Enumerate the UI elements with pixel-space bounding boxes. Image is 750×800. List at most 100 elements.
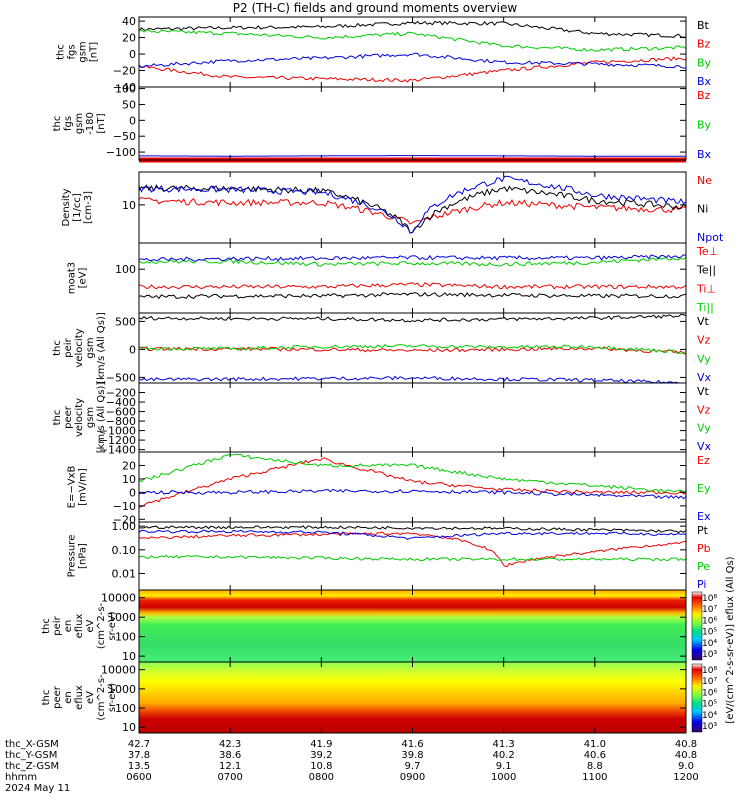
- y-axis-label-peer_en: eV: [85, 691, 96, 704]
- y-axis-label-peir_en: sr-eV): [107, 611, 118, 640]
- colorbar-peir-tick: 10⁷: [702, 605, 717, 615]
- legend-fgs2-0: Bz: [697, 89, 711, 102]
- x-row-value-2-1: 12.1: [219, 761, 241, 772]
- panel-frame-peer_v: [138, 382, 687, 453]
- y-axis-label-peir_en: peir: [52, 615, 63, 635]
- colorbar-peer: [691, 663, 703, 733]
- y-tick-label-fgs2: 50: [122, 98, 136, 111]
- y-axis-label-peir_v: [km/s (All Qs)]: [96, 312, 107, 384]
- y-tick-label-efield: 0: [129, 486, 136, 499]
- series-line-fgs-by: [138, 29, 687, 52]
- y-axis-label-peir_en: en: [63, 620, 74, 633]
- y-axis-label-fgs: [nT]: [89, 42, 100, 62]
- legend-density-2: Npot: [697, 231, 724, 244]
- y-axis-label-efield: E=−VxB: [67, 466, 78, 509]
- legend-efield-0: Ez: [697, 454, 710, 467]
- legend-peir_v-2: Vy: [697, 352, 711, 365]
- y-axis-label-temp: moat3: [67, 262, 78, 294]
- y-axis-label-pressure: [nPa]: [78, 543, 89, 569]
- x-row-value-1-0: 37.8: [128, 750, 150, 761]
- legend-density-0: Ne: [697, 174, 712, 187]
- y-axis-label-peer_v: peer: [63, 405, 74, 429]
- y-tick-label-fgs: −20: [113, 65, 136, 78]
- y-axis-label-fgs2: fgs: [63, 116, 74, 131]
- x-row-label-2: thc_Z-GSM: [5, 761, 59, 772]
- series-line-pressure-pe: [138, 554, 687, 562]
- y-axis-label-fgs: fgs: [67, 44, 78, 59]
- peir-spectrogram: [139, 590, 686, 662]
- colorbar-peer-tick: 10⁴: [702, 711, 717, 721]
- colorbar-peer-tick: 10³: [702, 722, 717, 732]
- x-row-value-3-0: 0600: [126, 772, 151, 783]
- y-tick-label-pressure: 0.01: [112, 567, 137, 580]
- y-axis-label-fgs2: -180: [85, 112, 96, 135]
- legend-peer_v-0: Vt: [697, 385, 710, 398]
- y-axis-label-peer_en: sr-eV): [107, 683, 118, 712]
- legend-fgs2-1: By: [697, 119, 712, 132]
- y-axis-label-peir_en: eflux: [74, 614, 85, 639]
- y-axis-label-density: [1/cc]: [72, 193, 83, 222]
- series-line-density-ni: [138, 184, 687, 234]
- panel-frame-fgs2: [138, 86, 687, 161]
- y-axis-label-peer_en: en: [63, 691, 74, 704]
- x-row-value-0-6: 40.8: [675, 739, 697, 750]
- y-axis-label-peir_en: eV: [85, 619, 96, 632]
- legend-temp-2: Ti⊥: [696, 282, 716, 295]
- colorbar-label: [eV/(cm^2-s-sr-eV)] eflux (All Qs): [725, 556, 736, 723]
- x-row-value-2-2: 10.8: [310, 761, 332, 772]
- colorbar-peer-tick: 10⁷: [702, 677, 717, 687]
- y-axis-label-peer_en: (cm^2-s-: [96, 674, 107, 721]
- y-tick-label-peer_v: −800: [106, 415, 136, 428]
- y-axis-label-pressure: Pressure: [67, 535, 78, 578]
- colorbar-peir-tick: 10³: [702, 650, 717, 660]
- x-row-label-0: thc_X-GSM: [5, 739, 59, 750]
- series-line-temp-tex: [138, 282, 687, 290]
- legend-temp-0: Te⊥: [696, 245, 718, 258]
- x-row-value-3-4: 1000: [491, 772, 516, 783]
- y-tick-label-fgs: 20: [122, 32, 136, 45]
- series-line-fgs-bx: [138, 52, 687, 69]
- series-line-efield-ez: [138, 457, 687, 508]
- series-line-temp-tixx: [138, 256, 687, 267]
- panel-frame-temp: [138, 242, 687, 314]
- x-row-label-1: thc_Y-GSM: [5, 750, 57, 761]
- legend-peir_v-3: Vx: [697, 371, 712, 384]
- legend-peer_v-1: Vz: [697, 403, 711, 416]
- y-tick-label-peir_en: 1000: [108, 611, 136, 624]
- legend-fgs-0: Bt: [697, 19, 710, 32]
- y-tick-label-peir_en: 100: [115, 631, 136, 644]
- legend-peir_v-0: Vt: [697, 315, 710, 328]
- y-tick-label-peer_v: −200: [106, 387, 136, 400]
- legend-peer_v-3: Vx: [697, 440, 712, 453]
- y-tick-label-efield: 20: [122, 459, 136, 472]
- colorbar-peir-tick: 10⁴: [702, 639, 717, 649]
- colorbar-peer-tick: 10⁸: [702, 666, 717, 676]
- legend-density-1: Ni: [697, 203, 708, 216]
- x-row-value-1-3: 39.8: [401, 750, 423, 761]
- legend-fgs2-2: Bx: [697, 148, 712, 161]
- y-axis-label-peer_en: eflux: [74, 685, 85, 710]
- y-axis-label-peer_v: gsm: [85, 407, 96, 428]
- x-row-value-0-1: 42.3: [219, 739, 241, 750]
- legend-fgs-2: By: [697, 56, 712, 69]
- y-tick-label-peer_v: −400: [106, 396, 136, 409]
- colorbar-peir-tick: 10⁸: [702, 594, 717, 604]
- series-line-density-ne: [138, 196, 687, 225]
- x-row-value-3-1: 0700: [217, 772, 242, 783]
- legend-pressure-3: Pi: [697, 578, 706, 591]
- legend-peir_v-1: Vz: [697, 334, 711, 347]
- y-tick-label-fgs: −40: [113, 81, 136, 94]
- y-tick-label-peir_en: 10000: [101, 592, 136, 605]
- y-tick-label-density: 10: [122, 199, 136, 212]
- series-line-efield-ey: [138, 453, 687, 493]
- x-row-value-1-6: 40.8: [675, 750, 697, 761]
- legend-efield-1: Ey: [697, 482, 711, 495]
- series-line-peir_v-vy: [138, 343, 687, 354]
- y-axis-label-peer_v: [km/s (All Qs)]: [96, 382, 107, 454]
- y-axis-label-peir_v: peir: [63, 337, 74, 357]
- y-axis-label-peir_v: velocity: [74, 328, 85, 367]
- x-row-value-2-0: 13.5: [128, 761, 150, 772]
- y-tick-label-efield: −20: [113, 513, 136, 526]
- x-row-value-0-3: 41.6: [401, 739, 423, 750]
- y-tick-label-efield: −10: [113, 500, 136, 513]
